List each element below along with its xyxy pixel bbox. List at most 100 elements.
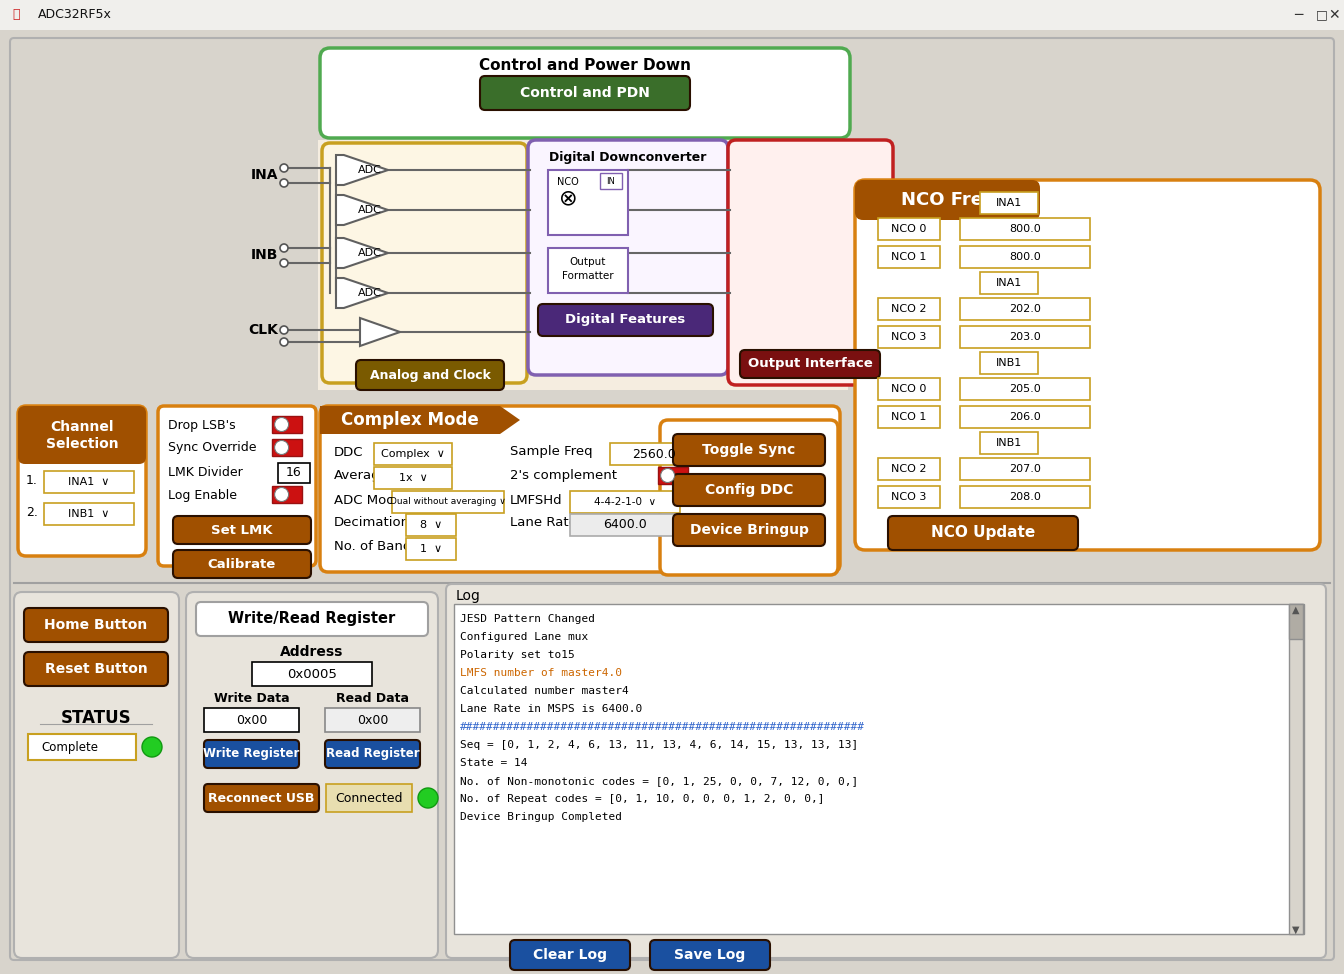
Text: 1.: 1. <box>26 473 38 486</box>
Bar <box>204 708 298 732</box>
Text: Selection: Selection <box>46 437 118 451</box>
Text: 0x00: 0x00 <box>235 714 267 727</box>
Text: Log: Log <box>456 589 481 603</box>
Text: Sample Freq: Sample Freq <box>509 445 593 459</box>
Text: LMFS number of master4.0: LMFS number of master4.0 <box>460 668 622 678</box>
Bar <box>878 458 939 480</box>
Text: Write/Read Register: Write/Read Register <box>228 612 395 626</box>
Polygon shape <box>336 238 388 268</box>
Bar <box>1289 604 1302 934</box>
Text: NCO: NCO <box>558 177 579 187</box>
Text: Complete: Complete <box>42 740 98 754</box>
Text: ############################################################: ########################################… <box>460 722 866 732</box>
Bar <box>548 248 628 293</box>
Text: 2560.0: 2560.0 <box>632 447 676 461</box>
Text: Sync Override: Sync Override <box>168 441 257 455</box>
Text: Lane Rate: Lane Rate <box>509 516 577 530</box>
Bar <box>44 471 134 493</box>
Bar <box>599 173 622 189</box>
FancyBboxPatch shape <box>323 143 527 383</box>
Bar <box>28 734 136 760</box>
Text: Seq = [0, 1, 2, 4, 6, 13, 11, 13, 4, 6, 14, 15, 13, 13, 13]: Seq = [0, 1, 2, 4, 6, 13, 11, 13, 4, 6, … <box>460 740 859 750</box>
Text: Save Log: Save Log <box>675 948 746 962</box>
Bar <box>878 298 939 320</box>
FancyBboxPatch shape <box>185 592 438 958</box>
FancyBboxPatch shape <box>204 740 298 768</box>
Bar <box>374 443 452 465</box>
Bar <box>980 192 1038 214</box>
Text: Lane Rate in MSPS is 6400.0: Lane Rate in MSPS is 6400.0 <box>460 704 642 714</box>
FancyBboxPatch shape <box>9 38 1335 960</box>
Text: NCO Update: NCO Update <box>931 526 1035 541</box>
Bar <box>271 416 302 433</box>
Text: Complex Mode: Complex Mode <box>341 411 478 429</box>
Text: 208.0: 208.0 <box>1009 492 1042 502</box>
Bar <box>271 439 302 456</box>
Bar <box>960 246 1090 268</box>
Circle shape <box>280 259 288 267</box>
Text: Write Register: Write Register <box>203 747 300 761</box>
Bar <box>980 352 1038 374</box>
Text: Analog and Clock: Analog and Clock <box>370 368 491 382</box>
Polygon shape <box>320 406 520 434</box>
Text: CLK: CLK <box>249 323 278 337</box>
Text: Channel: Channel <box>50 420 114 434</box>
Text: □: □ <box>1316 9 1328 21</box>
Text: Home Button: Home Button <box>44 618 148 632</box>
Bar <box>570 514 680 536</box>
Bar <box>980 272 1038 294</box>
Text: INB1: INB1 <box>996 358 1023 368</box>
FancyBboxPatch shape <box>17 406 146 556</box>
Bar <box>878 378 939 400</box>
Text: INA1: INA1 <box>996 278 1023 288</box>
Bar <box>980 432 1038 454</box>
Text: ADC: ADC <box>358 248 382 258</box>
FancyBboxPatch shape <box>24 652 168 686</box>
Bar <box>271 486 302 503</box>
Bar <box>406 538 456 560</box>
Text: NCO 1: NCO 1 <box>891 412 926 422</box>
FancyBboxPatch shape <box>356 360 504 390</box>
Circle shape <box>280 179 288 187</box>
Text: State = 14: State = 14 <box>460 758 527 768</box>
Text: INB1: INB1 <box>996 438 1023 448</box>
Text: INA1: INA1 <box>996 198 1023 208</box>
FancyBboxPatch shape <box>17 406 146 464</box>
Text: ▲: ▲ <box>1292 605 1300 615</box>
Bar <box>570 491 680 513</box>
Bar <box>960 298 1090 320</box>
FancyBboxPatch shape <box>673 474 825 506</box>
Polygon shape <box>360 318 401 346</box>
Text: NCO 0: NCO 0 <box>891 224 926 234</box>
FancyBboxPatch shape <box>509 940 630 970</box>
Text: Connected: Connected <box>335 792 403 805</box>
FancyBboxPatch shape <box>159 406 316 566</box>
FancyBboxPatch shape <box>728 140 892 385</box>
Text: 🔲: 🔲 <box>12 9 20 21</box>
Bar <box>319 140 848 390</box>
Bar <box>960 326 1090 348</box>
Circle shape <box>274 488 289 502</box>
FancyBboxPatch shape <box>528 140 728 375</box>
Text: ADC32RF5x: ADC32RF5x <box>38 9 112 21</box>
Text: 0x00: 0x00 <box>356 714 388 727</box>
Bar <box>960 378 1090 400</box>
Text: Average: Average <box>335 469 388 482</box>
Text: Calculated number master4: Calculated number master4 <box>460 686 629 696</box>
Circle shape <box>274 418 289 431</box>
Text: LMFSHd: LMFSHd <box>509 494 563 506</box>
Circle shape <box>280 164 288 172</box>
Bar <box>659 467 688 484</box>
Text: Complex  ∨: Complex ∨ <box>382 449 445 459</box>
Text: 0x0005: 0x0005 <box>288 667 337 681</box>
Text: 207.0: 207.0 <box>1009 464 1042 474</box>
FancyBboxPatch shape <box>855 180 1320 550</box>
Text: NCO Freq: NCO Freq <box>900 191 996 209</box>
Text: ⊗: ⊗ <box>559 188 578 208</box>
Text: No. of Non-monotonic codes = [0, 1, 25, 0, 0, 7, 12, 0, 0,]: No. of Non-monotonic codes = [0, 1, 25, … <box>460 776 859 786</box>
Text: Formatter: Formatter <box>562 271 614 281</box>
Text: Device Bringup: Device Bringup <box>689 523 809 537</box>
Text: 205.0: 205.0 <box>1009 384 1040 394</box>
Text: Write Data: Write Data <box>214 692 290 704</box>
Circle shape <box>274 440 289 455</box>
